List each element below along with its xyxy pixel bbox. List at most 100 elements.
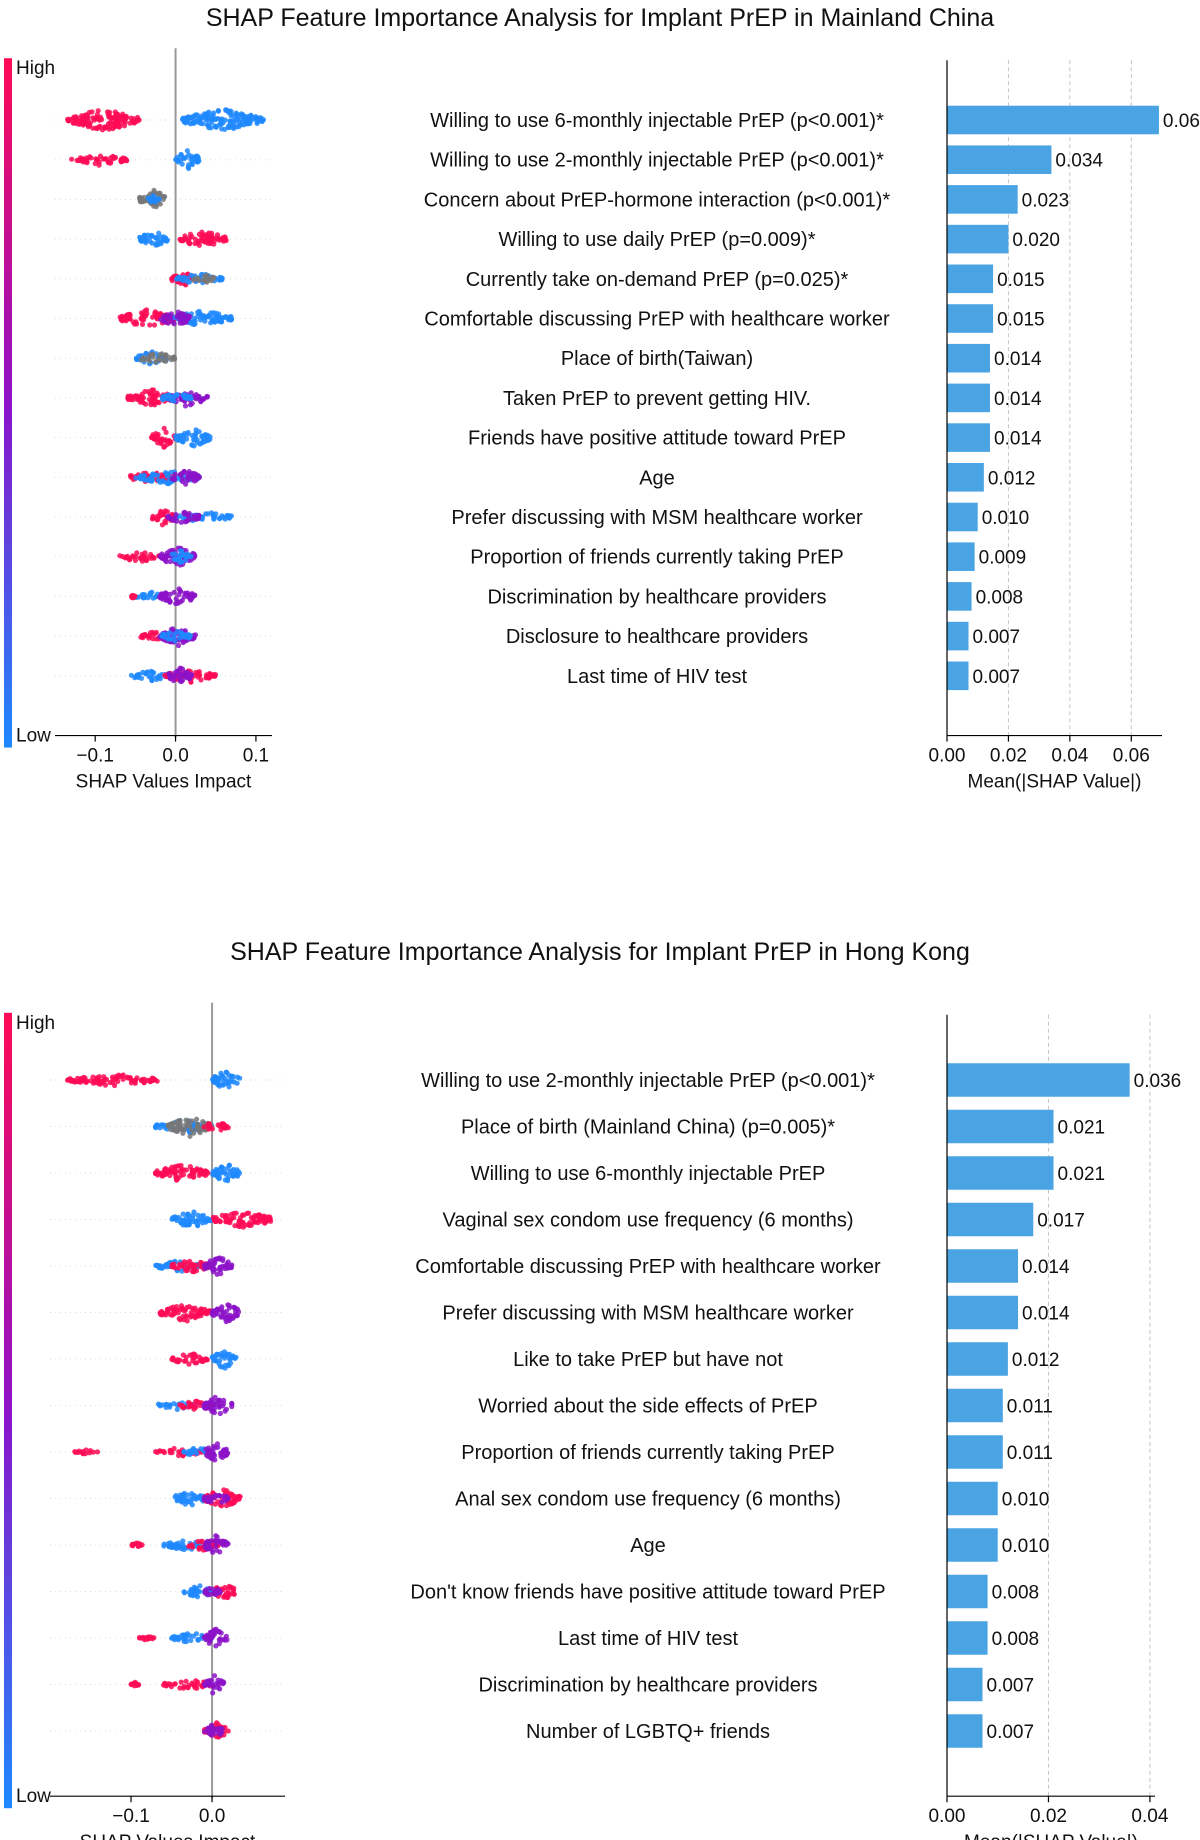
beeswarm-point <box>189 442 195 448</box>
beeswarm-point <box>193 1631 199 1637</box>
beeswarm-point <box>181 469 187 475</box>
beeswarm-point <box>86 1450 93 1456</box>
beeswarm-point <box>150 314 156 320</box>
beeswarm-point <box>182 403 189 409</box>
beeswarm-point <box>202 1682 208 1689</box>
importance-value-label: 0.014 <box>994 349 1042 370</box>
beeswarm-point <box>222 1124 228 1130</box>
beeswarm-point <box>93 125 99 131</box>
importance-bar <box>947 661 969 691</box>
beeswarm-point <box>216 1083 223 1089</box>
beeswarm-x-axis-label: SHAP Values Impact <box>80 1832 256 1840</box>
beeswarm-point <box>97 123 103 129</box>
beeswarm-feature-swarm <box>169 1349 239 1371</box>
beeswarm-point <box>195 475 201 481</box>
beeswarm-point <box>228 1584 234 1590</box>
beeswarm-point <box>197 441 203 447</box>
beeswarm-point <box>177 635 183 641</box>
beeswarm-point <box>211 1590 217 1597</box>
beeswarm-point <box>195 1167 201 1174</box>
beeswarm-point <box>139 395 145 401</box>
beeswarm-point <box>224 513 230 520</box>
beeswarm-point <box>222 1408 228 1414</box>
beeswarm-point <box>160 438 166 444</box>
beeswarm-point <box>129 1541 136 1548</box>
beeswarm-point <box>181 1405 187 1411</box>
beeswarm-point <box>112 1082 118 1089</box>
beeswarm-point <box>130 119 136 125</box>
beeswarm-point <box>90 1074 96 1080</box>
importance-value-label: 0.011 <box>1007 1443 1053 1464</box>
beeswarm-point <box>172 556 179 562</box>
beeswarm-point <box>146 635 152 641</box>
beeswarm-point <box>170 677 177 684</box>
beeswarm-point <box>218 1266 224 1272</box>
beeswarm-point <box>219 1729 225 1735</box>
beeswarm-point <box>135 114 141 121</box>
beeswarm-point <box>196 1309 202 1315</box>
beeswarm-point <box>172 1634 178 1640</box>
beeswarm-point <box>208 310 214 316</box>
importance-value-label: 0.007 <box>987 1722 1035 1743</box>
beeswarm-point <box>173 511 179 518</box>
importance-value-label: 0.014 <box>994 429 1042 450</box>
importance-value-label: 0.015 <box>997 310 1045 331</box>
beeswarm-point <box>155 472 161 478</box>
beeswarm-point <box>229 1262 235 1268</box>
beeswarm-point <box>182 392 188 398</box>
beeswarm-point <box>185 114 191 121</box>
beeswarm-point <box>207 240 213 247</box>
feature-label: Discrimination by healthcare providers <box>487 586 826 608</box>
beeswarm-point <box>251 1219 257 1225</box>
beeswarm-point <box>174 1307 180 1313</box>
beeswarm-point <box>218 1450 224 1456</box>
beeswarm-point <box>154 1168 160 1174</box>
beeswarm-point <box>197 1583 203 1589</box>
beeswarm-point <box>178 238 184 244</box>
beeswarm-point <box>149 240 155 246</box>
beeswarm-point <box>210 1690 216 1696</box>
feature-label: Willing to use 6-monthly injectable PrEP <box>471 1163 826 1185</box>
beeswarm-point <box>189 1588 195 1594</box>
beeswarm-point <box>196 429 202 435</box>
beeswarm-feature-swarm <box>181 1583 237 1601</box>
beeswarm-point <box>210 110 217 116</box>
chart-title-mainland-china: SHAP Feature Importance Analysis for Imp… <box>205 4 995 32</box>
beeswarm-point <box>207 434 213 440</box>
beeswarm-point <box>248 114 254 120</box>
beeswarm-point <box>163 429 169 435</box>
beeswarm-point <box>185 1118 191 1124</box>
beeswarm-point <box>178 548 184 554</box>
beeswarm-point <box>228 111 234 117</box>
beeswarm-point <box>150 387 157 393</box>
beeswarm-point <box>178 1162 184 1169</box>
beeswarm-point <box>125 396 131 403</box>
beeswarm-point <box>184 1267 191 1273</box>
beeswarm-point <box>117 123 123 129</box>
beeswarm-point <box>133 674 139 680</box>
beeswarm-point <box>171 1445 177 1452</box>
beeswarm-point <box>183 1167 189 1173</box>
beeswarm-point <box>209 1677 215 1683</box>
beeswarm-point <box>167 1123 173 1129</box>
beeswarm-point <box>179 161 185 167</box>
beeswarm-point <box>123 316 129 322</box>
beeswarm-point <box>215 1306 221 1312</box>
feature-label: Number of LGBTQ+ friends <box>526 1721 770 1743</box>
beeswarm-point <box>227 1079 233 1085</box>
beeswarm-point <box>75 1449 81 1455</box>
beeswarm-point <box>231 117 237 123</box>
beeswarm-point <box>228 1074 234 1080</box>
beeswarm-point <box>194 153 200 159</box>
importance-bar <box>947 1621 988 1655</box>
beeswarm-point <box>214 1311 220 1317</box>
beeswarm-point <box>176 586 182 592</box>
beeswarm-point <box>68 1078 74 1084</box>
beeswarm-point <box>188 1637 194 1644</box>
beeswarm-point <box>138 675 145 681</box>
beeswarm-point <box>187 1633 193 1639</box>
beeswarm-point <box>143 240 149 246</box>
beeswarm-point <box>82 1451 88 1457</box>
beeswarm-point <box>195 513 201 519</box>
